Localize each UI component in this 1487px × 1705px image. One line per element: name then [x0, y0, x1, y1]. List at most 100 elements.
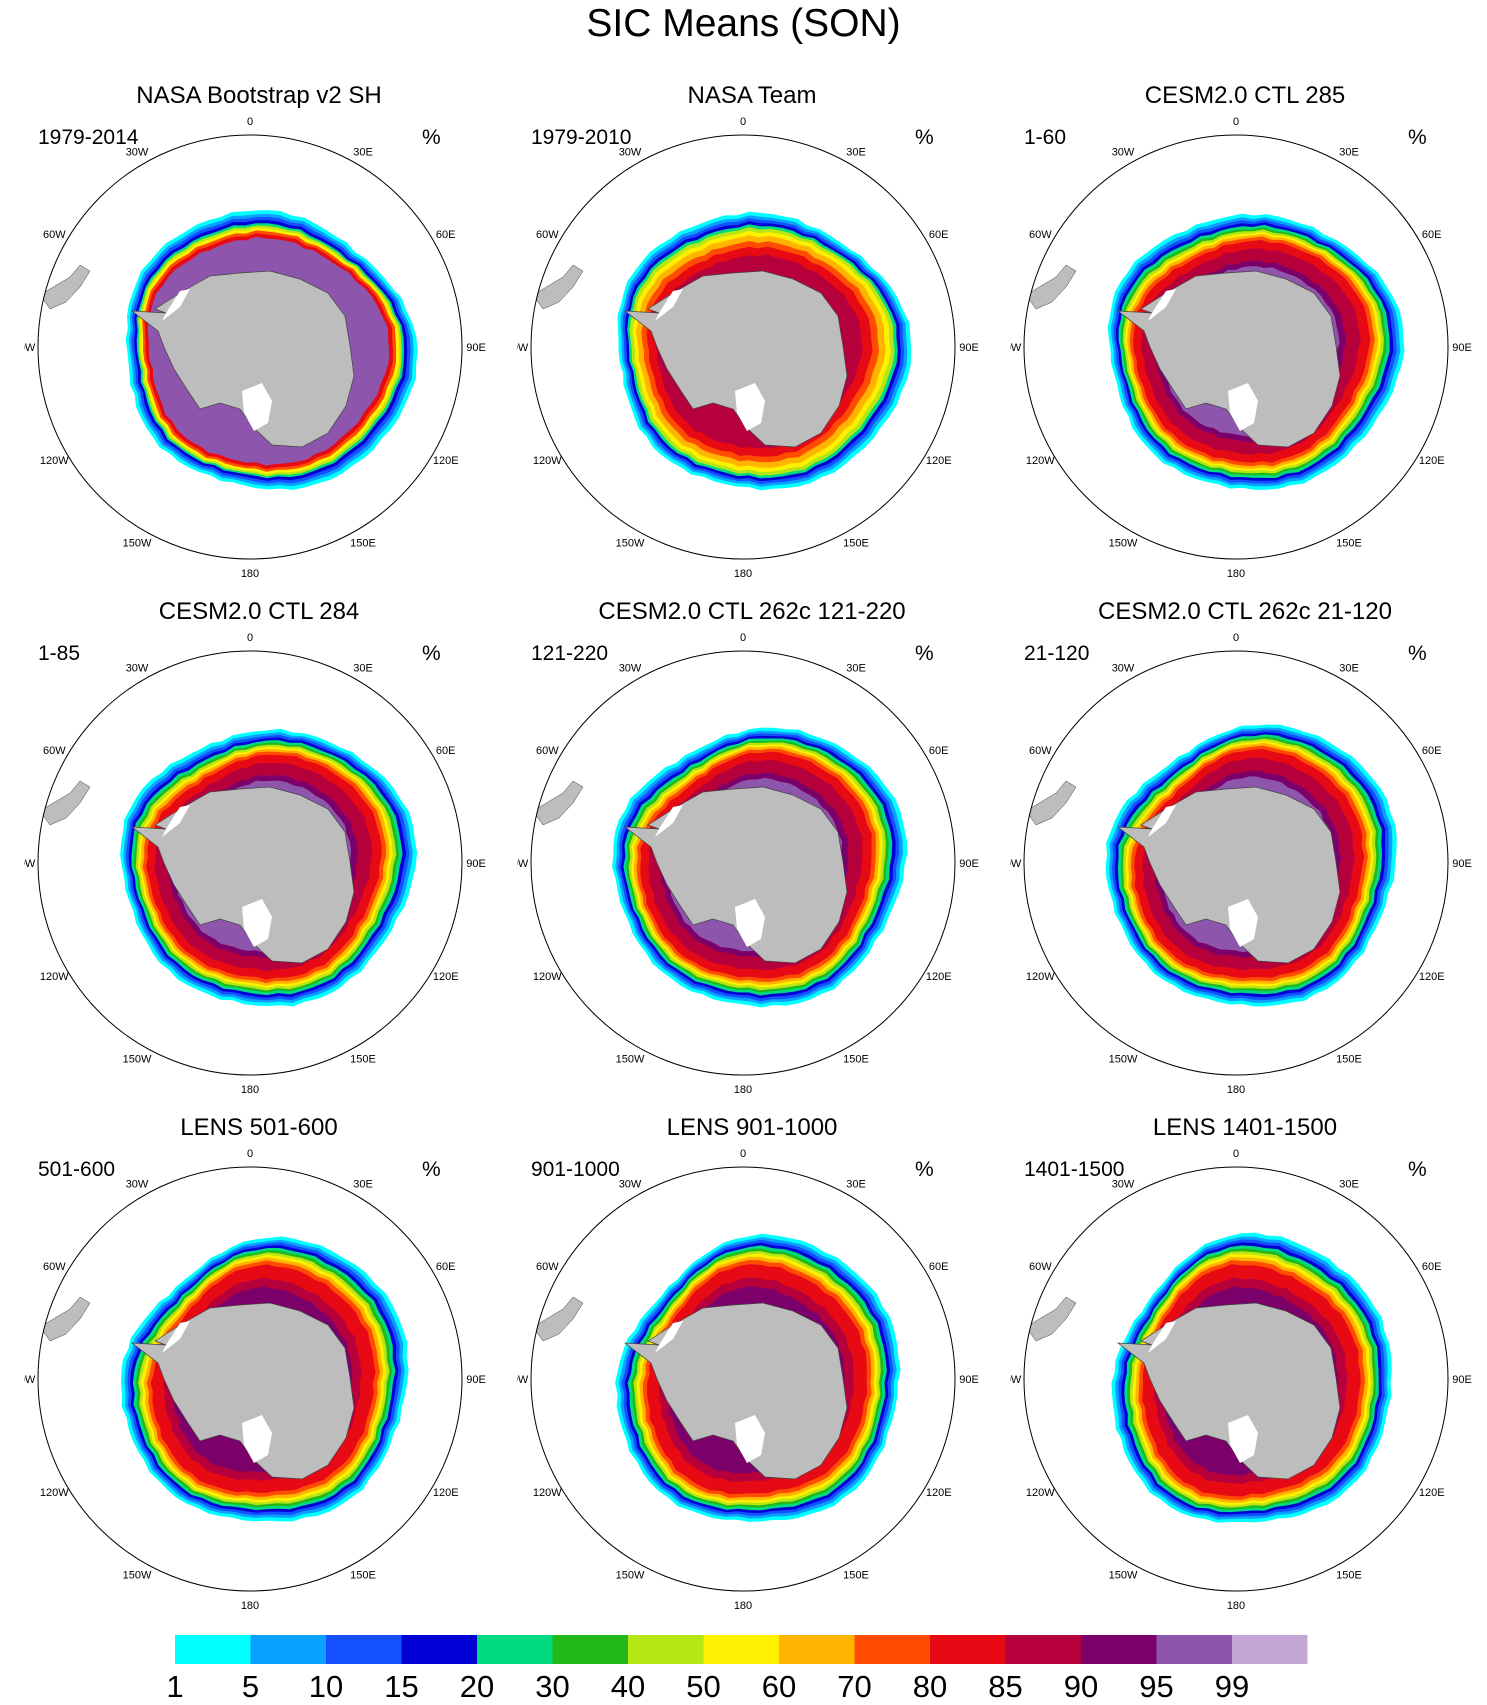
antarctica-land — [1116, 1302, 1341, 1480]
longitude-label: 30E — [846, 146, 866, 158]
weddell-ice-shelf — [655, 1321, 683, 1353]
longitude-label: 60W — [536, 745, 559, 757]
longitude-label: 180 — [241, 568, 259, 580]
panel-title: CESM2.0 CTL 285 — [1144, 82, 1346, 109]
longitude-label: 180 — [1227, 1600, 1245, 1612]
longitude-label: 90W — [517, 858, 529, 870]
longitude-label: 180 — [734, 1084, 752, 1096]
polar-map: 0 30E 60E 90E 120E 150E 180 150W 120W 90W 60W 30W — [24, 632, 486, 1096]
longitude-label: 30W — [126, 662, 149, 674]
map-frame — [1023, 650, 1449, 1076]
colorbar-swatch — [175, 1635, 251, 1664]
longitude-label: 150W — [1109, 1054, 1138, 1066]
polar-map: 0 30E 60E 90E 120E 150E 180 150W 120W 90W 60W 30W — [1010, 632, 1472, 1096]
ross-ice-shelf — [242, 383, 272, 431]
map-frame — [1023, 1166, 1449, 1592]
longitude-label: 0 — [1233, 1148, 1239, 1160]
panel-units: % — [1408, 126, 1427, 149]
longitude-label: 0 — [1233, 632, 1239, 644]
antarctica-land — [130, 270, 355, 448]
colorbar-tick-label: 40 — [611, 1669, 645, 1704]
panel-units: % — [915, 126, 934, 149]
longitude-label: 30E — [1339, 662, 1359, 674]
map-frame — [1023, 134, 1449, 560]
map-panel-nasa-bootstrap-v2-sh: 0 30E 60E 90E 120E 150E 180 150W 120W 90W 60W 30W NA… — [24, 82, 494, 592]
colorbar-swatch — [401, 1635, 477, 1664]
longitude-label: 120W — [40, 1487, 69, 1499]
longitude-label: 0 — [740, 1148, 746, 1160]
new-zealand-land — [777, 1074, 792, 1075]
longitude-label: 150W — [1109, 1570, 1138, 1582]
map-frame — [37, 1166, 463, 1592]
panel-period: 1979-2010 — [531, 126, 632, 149]
panel-title: LENS 1401-1500 — [1152, 1114, 1338, 1141]
new-zealand-land — [284, 1590, 299, 1591]
longitude-label: 150W — [123, 1570, 152, 1582]
longitude-label: 30W — [126, 146, 149, 158]
longitude-label: 90W — [1010, 858, 1022, 870]
longitude-label: 150E — [843, 1570, 869, 1582]
panel-units: % — [915, 1158, 934, 1181]
colorbar-swatch — [1156, 1635, 1232, 1664]
longitude-label: 120W — [1026, 455, 1055, 467]
longitude-label: 30E — [1339, 1178, 1359, 1190]
longitude-label: 60E — [929, 1261, 949, 1273]
longitude-label: 90E — [466, 858, 486, 870]
panel-title: NASA Bootstrap v2 SH — [136, 82, 382, 109]
longitude-label: 30W — [1112, 1178, 1135, 1190]
map-panel-lens-501-600: 0 30E 60E 90E 120E 150E 180 150W 120W 90W 60W 30W LE… — [24, 1114, 494, 1624]
longitude-label: 60W — [43, 745, 66, 757]
south-america-land — [532, 264, 584, 310]
longitude-label: 150W — [616, 538, 645, 550]
colorbar-swatch — [326, 1635, 402, 1664]
map-panel-cesm2-0-ctl-262c-121-220: 0 30E 60E 90E 120E 150E 180 150W 120W 90W 60W 30W CE… — [517, 598, 987, 1108]
longitude-label: 150E — [1336, 538, 1362, 550]
polar-map: 0 30E 60E 90E 120E 150E 180 150W 120W 90W 60W 30W — [24, 1148, 486, 1612]
colorbar-tick-label: 20 — [460, 1669, 494, 1704]
colorbar-tick-label: 90 — [1064, 1669, 1098, 1704]
panel-title: CESM2.0 CTL 284 — [158, 598, 360, 625]
longitude-label: 0 — [740, 632, 746, 644]
colorbar-swatch — [779, 1635, 855, 1664]
panel-units: % — [422, 642, 441, 665]
longitude-label: 120E — [433, 1487, 459, 1499]
longitude-label: 150W — [616, 1054, 645, 1066]
longitude-label: 180 — [1227, 568, 1245, 580]
colorbar-tick-label: 70 — [837, 1669, 871, 1704]
longitude-label: 180 — [734, 568, 752, 580]
new-zealand-land — [1270, 1590, 1285, 1591]
antarctica-land — [623, 786, 848, 964]
colorbar-tick-label: 15 — [384, 1669, 418, 1704]
longitude-label: 60E — [929, 745, 949, 757]
south-america-land — [1025, 1296, 1077, 1342]
colorbar-tick-label: 60 — [762, 1669, 796, 1704]
antarctica-land — [130, 786, 355, 964]
weddell-ice-shelf — [1148, 289, 1176, 321]
panel-period: 901-1000 — [531, 1158, 620, 1181]
longitude-label: 120W — [533, 1487, 562, 1499]
longitude-label: 120E — [1419, 455, 1445, 467]
longitude-label: 0 — [740, 116, 746, 128]
antarctica-land — [623, 1302, 848, 1480]
longitude-label: 90E — [466, 342, 486, 354]
new-zealand-land — [284, 1074, 299, 1075]
colorbar-swatch — [1081, 1635, 1157, 1664]
longitude-label: 60E — [436, 1261, 456, 1273]
longitude-label: 90W — [517, 342, 529, 354]
longitude-label: 180 — [241, 1084, 259, 1096]
longitude-label: 60W — [536, 1261, 559, 1273]
longitude-label: 120E — [926, 455, 952, 467]
longitude-label: 30E — [353, 146, 373, 158]
panel-period: 1-85 — [38, 642, 81, 665]
south-america-land — [39, 264, 91, 310]
panel-period: 121-220 — [531, 642, 609, 665]
colorbar-swatch — [552, 1635, 628, 1664]
longitude-label: 60E — [436, 229, 456, 241]
ross-ice-shelf — [1228, 899, 1258, 947]
longitude-label: 90W — [1010, 1374, 1022, 1386]
longitude-label: 60E — [1422, 1261, 1442, 1273]
ross-ice-shelf — [735, 383, 765, 431]
longitude-label: 90E — [1452, 1374, 1472, 1386]
map-panel-cesm2-0-ctl-284: 0 30E 60E 90E 120E 150E 180 150W 120W 90W 60W 30W CE… — [24, 598, 494, 1108]
polar-map: 0 30E 60E 90E 120E 150E 180 150W 120W 90W 60W 30W — [517, 632, 979, 1096]
